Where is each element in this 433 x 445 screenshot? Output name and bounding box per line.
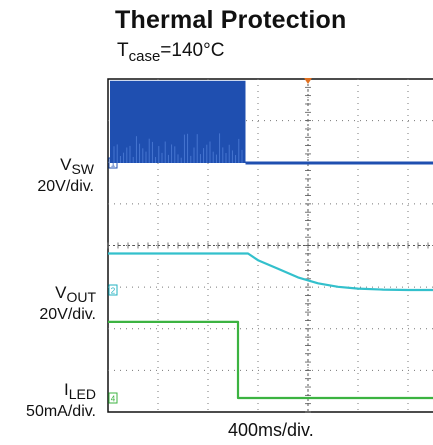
chart-title: Thermal Protection [115, 6, 347, 34]
channel-label-vsw: VSW 20V/div. [6, 156, 94, 195]
channel-label-vout: VOUT 20V/div. [6, 284, 96, 323]
vsw-name: V [60, 155, 72, 174]
chart-subtitle: Tcase=140°C [117, 40, 224, 65]
ground-marker-label-1: 2 [111, 287, 116, 296]
trigger-marker [304, 78, 312, 84]
iled-name: I [64, 380, 69, 399]
ground-marker-label-0: 1 [111, 160, 116, 169]
iled-sub: LED [68, 386, 96, 402]
vout-name: V [55, 283, 67, 302]
subtitle-rest: =140°C [160, 40, 225, 61]
vsw-sub: SW [71, 161, 94, 177]
ground-marker-1 [108, 284, 118, 296]
x-axis-label: 400ms/div. [228, 420, 314, 440]
vout-trace [108, 252, 433, 292]
ground-marker-label-2: 4 [111, 395, 116, 404]
subtitle-base: T [117, 40, 129, 61]
channel-label-iled: ILED 50mA/div. [4, 381, 96, 420]
vout-scale: 20V/div. [39, 306, 96, 323]
vsw-scale: 20V/div. [37, 178, 94, 195]
iled-trace [108, 320, 433, 400]
subtitle-sub: case [128, 48, 161, 65]
vout-sub: OUT [66, 289, 96, 305]
iled-scale: 50mA/div. [26, 403, 96, 420]
ground-marker-2 [108, 392, 118, 404]
